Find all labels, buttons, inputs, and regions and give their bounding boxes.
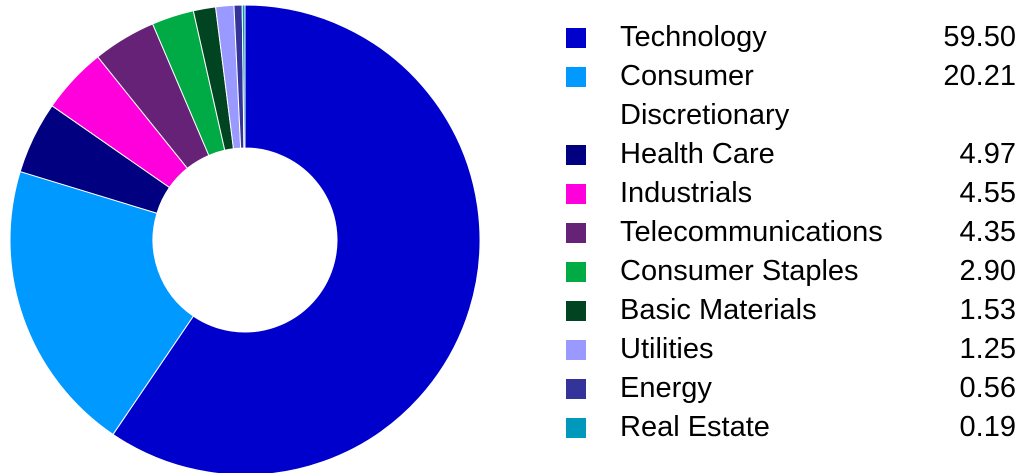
legend-label: Telecommunications	[620, 216, 883, 248]
legend-item: Industrials 4.55	[566, 174, 1016, 213]
legend-label: Basic Materials	[620, 294, 817, 326]
legend-value: 4.35	[959, 216, 1016, 248]
legend-label: Real Estate	[620, 411, 770, 443]
legend-swatch	[566, 301, 586, 321]
legend-item: Energy 0.56	[566, 369, 1016, 408]
legend-swatch	[566, 418, 586, 438]
legend-swatch	[566, 340, 586, 360]
legend-swatch	[566, 223, 586, 243]
legend-label: Energy	[620, 372, 712, 404]
legend-item: Real Estate 0.19	[566, 408, 1016, 447]
legend-item: Consumer Staples 2.90	[566, 252, 1016, 291]
legend-label: Utilities	[620, 333, 714, 365]
legend-item: Health Care 4.97	[566, 135, 1016, 174]
legend-swatch	[566, 379, 586, 399]
legend-value: 59.50	[943, 21, 1016, 53]
legend-label: Health Care	[620, 138, 775, 170]
legend-swatch	[566, 67, 586, 87]
legend-value: 4.55	[959, 177, 1016, 209]
legend-item: Utilities 1.25	[566, 330, 1016, 369]
legend-label: Industrials	[620, 177, 753, 209]
donut-slice	[9, 170, 195, 436]
legend-swatch	[566, 262, 586, 282]
donut-slice	[241, 4, 246, 149]
legend-item: Telecommunications 4.35	[566, 213, 1016, 252]
legend-value: 1.53	[959, 294, 1016, 326]
legend-swatch	[566, 145, 586, 165]
legend-item: Technology 59.50	[566, 18, 1016, 57]
legend-label: Consumer Staples	[620, 255, 859, 287]
donut-slice	[112, 4, 481, 473]
legend-item: Consumer Discretionary 20.21	[566, 57, 1016, 135]
legend-swatch	[566, 28, 586, 48]
legend-swatch	[566, 184, 586, 204]
legend-value: 4.97	[959, 138, 1016, 170]
legend-value: 0.56	[959, 372, 1016, 404]
legend-label: Consumer Discretionary	[620, 60, 790, 131]
legend: Technology 59.50 Consumer Discretionary 20.…	[566, 18, 1016, 447]
legend-value: 20.21	[943, 60, 1016, 92]
legend-label: Technology	[620, 21, 767, 53]
legend-value: 1.25	[959, 333, 1016, 365]
legend-value: 2.90	[959, 255, 1016, 287]
legend-item: Basic Materials 1.53	[566, 291, 1016, 330]
legend-value: 0.19	[959, 411, 1016, 443]
chart	[9, 4, 481, 473]
